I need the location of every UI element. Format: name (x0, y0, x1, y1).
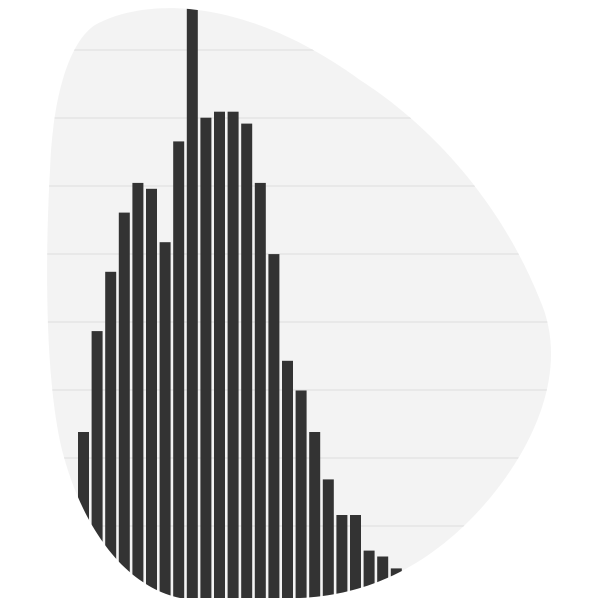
histogram-bar (404, 574, 416, 598)
histogram-bar (268, 254, 280, 598)
histogram-bar (350, 515, 361, 598)
bars-group (78, 8, 416, 598)
histogram-bar (390, 568, 402, 598)
histogram-bar (105, 271, 117, 598)
histogram-bar (146, 188, 157, 598)
histogram-bar (214, 111, 225, 598)
histogram-bar (91, 331, 103, 598)
plot-background (47, 8, 552, 598)
histogram-bar (363, 550, 375, 598)
histogram-bar (322, 479, 334, 598)
histogram-bar (377, 556, 389, 598)
histogram-bar (336, 515, 348, 598)
histogram-bar (200, 117, 212, 598)
histogram-bar (295, 390, 307, 598)
histogram-bar (159, 242, 171, 598)
histogram-bar (227, 111, 239, 598)
histogram-bar (132, 182, 144, 598)
histogram-bar (282, 360, 293, 598)
histogram-bar (241, 123, 253, 598)
histogram-bar (173, 141, 185, 598)
histogram-bar (118, 212, 130, 598)
histogram-bar (78, 432, 89, 598)
histogram-bar (254, 182, 266, 598)
histogram-bar (309, 432, 321, 598)
histogram-bar (186, 8, 198, 598)
blob-background (47, 8, 552, 598)
